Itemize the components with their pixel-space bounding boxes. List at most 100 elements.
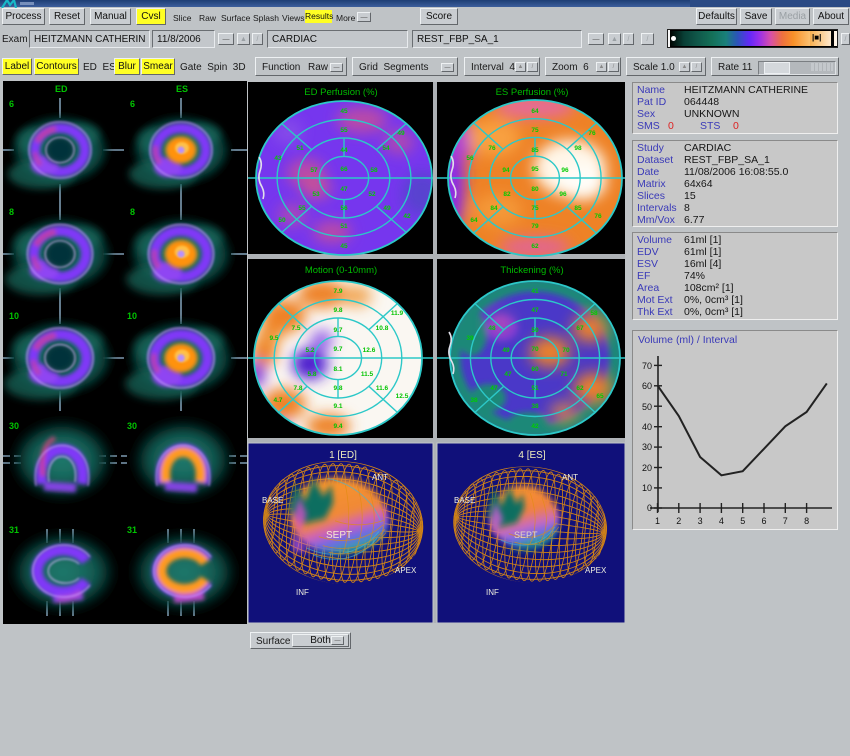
- svg-text:85: 85: [531, 147, 539, 154]
- svg-text:ANT: ANT: [562, 473, 578, 482]
- svg-text:47: 47: [531, 307, 539, 314]
- svg-text:50: 50: [531, 327, 539, 334]
- svg-text:INF: INF: [296, 588, 309, 597]
- svg-text:9.1: 9.1: [333, 403, 342, 410]
- svg-text:10: 10: [9, 311, 19, 321]
- svg-text:70: 70: [562, 347, 570, 354]
- svg-text:10.8: 10.8: [376, 325, 389, 332]
- svg-text:3: 3: [698, 516, 703, 526]
- svg-text:54: 54: [382, 145, 390, 152]
- svg-text:42: 42: [403, 213, 411, 220]
- svg-text:85: 85: [574, 205, 582, 212]
- svg-text:55: 55: [340, 127, 348, 134]
- svg-text:Motion (0-10mm): Motion (0-10mm): [305, 265, 377, 276]
- svg-text:51: 51: [296, 145, 304, 152]
- svg-text:2: 2: [676, 516, 681, 526]
- svg-text:62: 62: [576, 385, 584, 392]
- svg-text:7.5: 7.5: [291, 325, 300, 332]
- svg-text:BASE: BASE: [262, 496, 283, 505]
- svg-text:6: 6: [130, 99, 135, 109]
- svg-text:76: 76: [588, 130, 596, 137]
- svg-text:BASE: BASE: [454, 496, 475, 505]
- svg-text:51: 51: [340, 223, 348, 230]
- svg-text:9.4: 9.4: [333, 423, 342, 430]
- svg-text:55: 55: [298, 205, 306, 212]
- svg-text:96: 96: [561, 167, 569, 174]
- svg-text:ANT: ANT: [372, 473, 388, 482]
- svg-text:11.9: 11.9: [391, 310, 404, 317]
- svg-text:4: 4: [719, 516, 724, 526]
- svg-text:31: 31: [9, 525, 19, 535]
- svg-text:79: 79: [531, 223, 539, 230]
- svg-text:96: 96: [559, 191, 567, 198]
- svg-text:Thickening (%): Thickening (%): [500, 265, 563, 276]
- svg-text:APEX: APEX: [395, 566, 417, 575]
- svg-text:10: 10: [642, 483, 652, 493]
- svg-text:12.6: 12.6: [363, 347, 376, 354]
- svg-text:64: 64: [531, 108, 539, 115]
- svg-text:APEX: APEX: [585, 566, 607, 575]
- svg-text:1 [ED]: 1 [ED]: [329, 450, 357, 461]
- svg-text:49: 49: [383, 205, 391, 212]
- svg-text:ED Perfusion (%): ED Perfusion (%): [304, 87, 377, 98]
- svg-text:57: 57: [310, 167, 318, 174]
- svg-text:43: 43: [274, 155, 282, 162]
- svg-text:9.5: 9.5: [269, 335, 278, 342]
- svg-text:ED: ED: [55, 84, 68, 94]
- svg-text:31: 31: [127, 525, 137, 535]
- svg-text:30: 30: [9, 421, 19, 431]
- svg-text:76: 76: [594, 213, 602, 220]
- svg-text:9.7: 9.7: [333, 346, 342, 353]
- svg-text:53: 53: [312, 191, 320, 198]
- svg-text:4.7: 4.7: [273, 397, 282, 404]
- svg-text:75: 75: [531, 127, 539, 134]
- svg-text:12.5: 12.5: [396, 393, 409, 400]
- svg-text:8: 8: [804, 516, 809, 526]
- svg-text:65: 65: [596, 393, 604, 400]
- svg-text:66: 66: [340, 166, 348, 173]
- svg-text:20: 20: [642, 463, 652, 473]
- svg-text:6: 6: [761, 516, 766, 526]
- svg-text:62: 62: [531, 243, 539, 250]
- svg-text:70: 70: [642, 361, 652, 371]
- svg-text:47: 47: [504, 371, 512, 378]
- svg-text:30: 30: [127, 421, 137, 431]
- svg-text:9.7: 9.7: [333, 327, 342, 334]
- svg-text:30: 30: [642, 442, 652, 452]
- svg-text:38: 38: [470, 397, 478, 404]
- svg-text:48: 48: [488, 325, 496, 332]
- svg-text:70: 70: [531, 346, 539, 353]
- svg-text:6: 6: [9, 99, 14, 109]
- svg-text:58: 58: [370, 167, 378, 174]
- svg-text:SEPT: SEPT: [514, 530, 538, 540]
- svg-text:5: 5: [740, 516, 745, 526]
- svg-text:76: 76: [488, 145, 496, 152]
- svg-text:38: 38: [531, 403, 539, 410]
- svg-text:42: 42: [531, 423, 539, 430]
- svg-text:1: 1: [655, 516, 660, 526]
- svg-text:56: 56: [340, 205, 348, 212]
- svg-text:60: 60: [531, 366, 539, 373]
- svg-text:82: 82: [503, 191, 511, 198]
- svg-text:41: 41: [531, 288, 539, 295]
- svg-text:9.8: 9.8: [333, 307, 342, 314]
- svg-text:40: 40: [642, 422, 652, 432]
- svg-text:11.6: 11.6: [376, 385, 389, 392]
- svg-text:7: 7: [783, 516, 788, 526]
- svg-text:80: 80: [531, 186, 539, 193]
- svg-text:51: 51: [531, 385, 539, 392]
- svg-text:INF: INF: [486, 588, 499, 597]
- svg-text:5.2: 5.2: [305, 347, 314, 354]
- svg-text:45: 45: [340, 243, 348, 250]
- svg-text:47: 47: [490, 385, 498, 392]
- svg-text:50: 50: [642, 402, 652, 412]
- svg-text:94: 94: [502, 167, 510, 174]
- svg-text:9.8: 9.8: [333, 385, 342, 392]
- svg-text:SEPT: SEPT: [326, 530, 352, 541]
- svg-text:49: 49: [397, 130, 405, 137]
- svg-text:0: 0: [647, 503, 652, 513]
- svg-text:58: 58: [590, 310, 598, 317]
- svg-text:8.1: 8.1: [333, 366, 342, 373]
- svg-text:52: 52: [368, 191, 376, 198]
- svg-text:7.8: 7.8: [293, 385, 302, 392]
